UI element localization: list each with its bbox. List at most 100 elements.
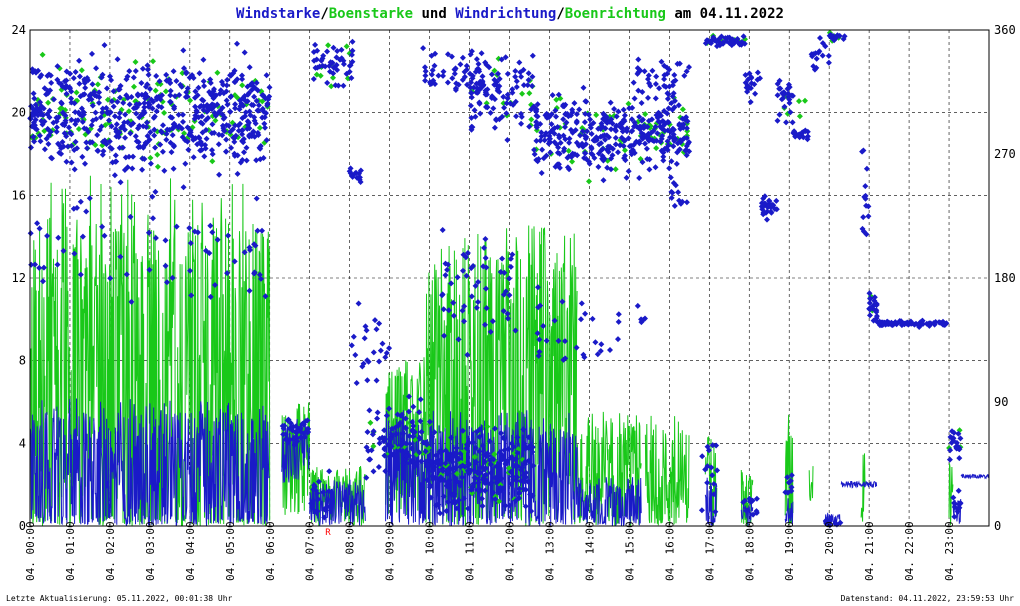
point-windrichtung (250, 128, 257, 135)
point-windrichtung (810, 63, 817, 70)
point-windrichtung (136, 122, 143, 129)
point-windrichtung (468, 94, 475, 101)
point-windrichtung (176, 92, 183, 98)
point-boenrichtung (161, 109, 168, 116)
point-windrichtung (596, 141, 603, 148)
point-windrichtung (133, 101, 140, 108)
point-windrichtung (416, 449, 423, 456)
point-windrichtung (572, 127, 579, 134)
point-windrichtung (187, 127, 194, 134)
point-windrichtung (552, 107, 559, 114)
point-windrichtung (195, 84, 202, 91)
point-boenrichtung (565, 147, 572, 154)
point-windrichtung (409, 428, 416, 435)
point-windrichtung (220, 81, 227, 88)
point-windrichtung (795, 131, 802, 138)
point-windrichtung (788, 484, 795, 491)
point-windrichtung (461, 303, 468, 310)
point-windrichtung (655, 109, 662, 116)
point-windrichtung (460, 267, 466, 274)
point-windrichtung (615, 149, 621, 156)
point-windrichtung (482, 91, 489, 98)
point-windrichtung (253, 157, 260, 164)
point-windrichtung (365, 358, 372, 365)
point-windrichtung (551, 130, 558, 137)
point-windrichtung (498, 430, 504, 437)
point-boenrichtung (802, 97, 808, 104)
point-windrichtung (702, 40, 709, 47)
point-windrichtung (32, 125, 39, 132)
point-windrichtung (149, 193, 156, 200)
point-windrichtung (786, 100, 793, 106)
point-windrichtung (246, 132, 253, 139)
series-line-boenstarke (948, 463, 954, 525)
point-windrichtung (957, 435, 964, 442)
point-windrichtung (437, 458, 444, 465)
point-windrichtung (664, 90, 671, 97)
point-windrichtung (480, 442, 486, 449)
point-windrichtung (89, 81, 96, 88)
point-windrichtung (666, 83, 673, 90)
point-windrichtung (518, 110, 524, 117)
point-windrichtung (330, 70, 337, 77)
point-windrichtung (224, 101, 231, 108)
point-windrichtung (187, 267, 193, 274)
point-windrichtung (822, 43, 829, 50)
point-windrichtung (334, 48, 341, 54)
point-windrichtung (411, 463, 418, 470)
point-boenrichtung (209, 158, 216, 165)
point-windrichtung (472, 113, 479, 120)
point-windrichtung (642, 315, 648, 322)
point-windrichtung (459, 427, 466, 434)
point-windrichtung (638, 133, 645, 140)
point-windrichtung (541, 137, 548, 144)
point-windrichtung (379, 340, 386, 347)
point-windrichtung (487, 480, 494, 487)
point-windrichtung (141, 104, 148, 111)
point-windrichtung (561, 145, 568, 152)
point-windrichtung (487, 328, 494, 335)
point-windrichtung (364, 377, 371, 384)
point-windrichtung (620, 106, 627, 113)
point-windrichtung (673, 160, 680, 167)
point-windrichtung (664, 70, 671, 77)
point-windrichtung (150, 215, 156, 222)
point-windrichtung (366, 456, 373, 463)
point-windrichtung (865, 213, 872, 220)
point-windrichtung (162, 237, 169, 244)
point-windrichtung (250, 102, 257, 109)
point-windrichtung (46, 71, 52, 78)
point-windrichtung (537, 137, 544, 144)
point-windrichtung (863, 165, 870, 172)
left-tick-label: 4 (19, 436, 26, 450)
point-windrichtung (304, 426, 311, 433)
point-windrichtung (43, 135, 50, 142)
point-windrichtung (595, 125, 602, 132)
point-windrichtung (939, 321, 946, 328)
point-windrichtung (491, 76, 498, 83)
point-windrichtung (674, 60, 681, 67)
point-windrichtung (613, 122, 620, 129)
point-windrichtung (116, 110, 123, 117)
point-windrichtung (488, 71, 495, 78)
point-boenrichtung (187, 97, 194, 104)
point-boenrichtung (239, 82, 246, 89)
point-windrichtung (62, 119, 69, 126)
point-windrichtung (510, 456, 517, 463)
point-windrichtung (352, 352, 359, 358)
point-windrichtung (53, 124, 60, 131)
point-windrichtung (246, 108, 253, 115)
point-windrichtung (106, 138, 113, 145)
x-tick-label: 04. 03:00 (144, 521, 157, 581)
point-windrichtung (604, 164, 611, 171)
point-windrichtung (38, 111, 44, 118)
point-windrichtung (476, 426, 483, 433)
point-windrichtung (116, 114, 123, 121)
point-windrichtung (740, 33, 747, 40)
point-windrichtung (496, 83, 503, 90)
point-boenrichtung (214, 69, 221, 76)
point-windrichtung (85, 96, 92, 103)
point-windrichtung (437, 476, 444, 483)
point-windrichtung (258, 275, 264, 282)
point-windrichtung (386, 405, 393, 412)
